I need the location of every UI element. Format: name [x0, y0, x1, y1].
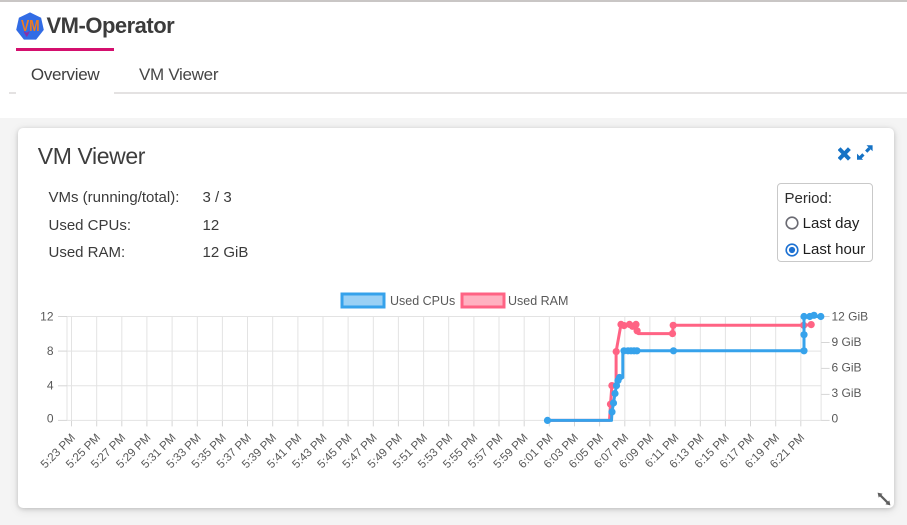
svg-text:0: 0 [831, 412, 838, 426]
svg-text:12: 12 [40, 310, 54, 324]
svg-text:8: 8 [46, 344, 53, 358]
svg-text:6 GiB: 6 GiB [831, 361, 861, 375]
svg-text:VM: VM [21, 18, 40, 35]
svg-text:12 GiB: 12 GiB [831, 310, 868, 324]
svg-text:Used RAM: Used RAM [508, 294, 568, 308]
svg-text:4: 4 [46, 379, 53, 393]
svg-text:Used CPUs: Used CPUs [390, 294, 455, 308]
svg-text:0: 0 [46, 412, 53, 426]
svg-text:9 GiB: 9 GiB [831, 335, 861, 349]
svg-text:3 GiB: 3 GiB [831, 386, 861, 400]
